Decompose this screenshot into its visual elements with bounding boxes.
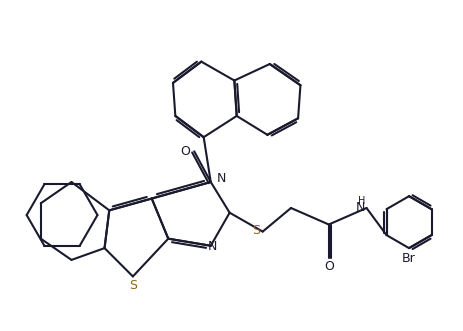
Text: S: S (129, 279, 137, 292)
Text: N: N (216, 172, 225, 185)
Text: H: H (357, 196, 365, 206)
Text: Br: Br (401, 252, 415, 265)
Text: S: S (252, 224, 260, 237)
Text: N: N (356, 202, 365, 214)
Text: O: O (323, 260, 333, 273)
Text: N: N (207, 240, 216, 253)
Text: O: O (180, 145, 190, 158)
